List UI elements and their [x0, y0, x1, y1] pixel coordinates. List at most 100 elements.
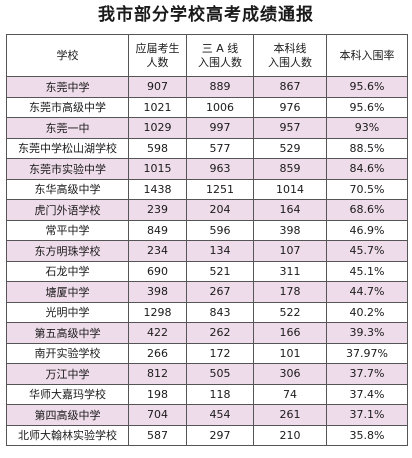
- cell-candidates: 704: [128, 404, 187, 426]
- cell-school: 光明中学: [6, 301, 129, 323]
- cell-tier3a: 297: [186, 424, 254, 446]
- header-rate: 本科入围率: [326, 34, 408, 77]
- table-row: 第五高级中学 422 262 166 39.3%: [6, 322, 408, 344]
- cell-rate: 95.6%: [326, 96, 408, 118]
- cell-tier3a: 262: [186, 322, 254, 344]
- cell-tier3a: 889: [186, 76, 254, 98]
- cell-school: 南开实验学校: [6, 342, 129, 364]
- table-row: 东莞市实验中学 1015 963 859 84.6%: [6, 158, 408, 180]
- cell-rate: 39.3%: [326, 322, 408, 344]
- cell-rate: 45.7%: [326, 240, 408, 262]
- table-row: 东华高级中学 1438 1251 1014 70.5%: [6, 178, 408, 200]
- table-row: 第四高级中学 704 454 261 37.1%: [6, 404, 408, 426]
- cell-tier3a: 172: [186, 342, 254, 364]
- cell-rate: 70.5%: [326, 178, 408, 200]
- header-tier3a: 三 A 线 入围人数: [186, 34, 254, 77]
- header-school: 学校: [6, 34, 129, 77]
- cell-undergrad: 107: [253, 240, 327, 262]
- cell-candidates: 1438: [128, 178, 187, 200]
- cell-undergrad: 529: [253, 137, 327, 159]
- cell-rate: 95.6%: [326, 76, 408, 98]
- cell-rate: 45.1%: [326, 260, 408, 282]
- cell-undergrad: 178: [253, 281, 327, 303]
- cell-school: 东莞中学松山湖学校: [6, 137, 129, 159]
- cell-rate: 93%: [326, 117, 408, 139]
- cell-rate: 68.6%: [326, 199, 408, 221]
- table-row: 东莞市高级中学 1021 1006 976 95.6%: [6, 96, 408, 118]
- cell-undergrad: 210: [253, 424, 327, 446]
- cell-tier3a: 1006: [186, 96, 254, 118]
- cell-school: 东莞市实验中学: [6, 158, 129, 180]
- cell-undergrad: 74: [253, 383, 327, 405]
- cell-undergrad: 101: [253, 342, 327, 364]
- table-header-row: 学校 应届考生 人数 三 A 线 入围人数 本科线 入围人数 本科入围率: [6, 34, 408, 77]
- cell-tier3a: 505: [186, 363, 254, 385]
- cell-tier3a: 596: [186, 219, 254, 241]
- cell-school: 东华高级中学: [6, 178, 129, 200]
- cell-rate: 40.2%: [326, 301, 408, 323]
- cell-tier3a: 521: [186, 260, 254, 282]
- cell-candidates: 907: [128, 76, 187, 98]
- cell-school: 万江中学: [6, 363, 129, 385]
- table-row: 常平中学 849 596 398 46.9%: [6, 219, 408, 241]
- cell-undergrad: 522: [253, 301, 327, 323]
- cell-tier3a: 1251: [186, 178, 254, 200]
- cell-school: 第四高级中学: [6, 404, 129, 426]
- cell-undergrad: 398: [253, 219, 327, 241]
- table-row: 光明中学 1298 843 522 40.2%: [6, 301, 408, 323]
- header-undergrad: 本科线 入围人数: [253, 34, 327, 77]
- cell-candidates: 1015: [128, 158, 187, 180]
- cell-tier3a: 843: [186, 301, 254, 323]
- cell-school: 华师大嘉玛学校: [6, 383, 129, 405]
- cell-rate: 37.4%: [326, 383, 408, 405]
- table-row: 塘厦中学 398 267 178 44.7%: [6, 281, 408, 303]
- cell-tier3a: 577: [186, 137, 254, 159]
- cell-school: 第五高级中学: [6, 322, 129, 344]
- cell-candidates: 849: [128, 219, 187, 241]
- scores-table: 学校 应届考生 人数 三 A 线 入围人数 本科线 入围人数 本科入围率 东莞中…: [6, 34, 408, 446]
- cell-candidates: 812: [128, 363, 187, 385]
- cell-school: 虎门外语学校: [6, 199, 129, 221]
- cell-candidates: 690: [128, 260, 187, 282]
- cell-school: 常平中学: [6, 219, 129, 241]
- cell-candidates: 1298: [128, 301, 187, 323]
- cell-tier3a: 454: [186, 404, 254, 426]
- cell-rate: 37.1%: [326, 404, 408, 426]
- table-row: 东莞一中 1029 997 957 93%: [6, 117, 408, 139]
- header-candidates: 应届考生 人数: [128, 34, 187, 77]
- cell-school: 东方明珠学校: [6, 240, 129, 262]
- cell-candidates: 1021: [128, 96, 187, 118]
- cell-undergrad: 957: [253, 117, 327, 139]
- cell-rate: 35.8%: [326, 424, 408, 446]
- cell-school: 北师大翰林实验学校: [6, 424, 129, 446]
- cell-candidates: 266: [128, 342, 187, 364]
- table-row: 东莞中学 907 889 867 95.6%: [6, 76, 408, 98]
- cell-candidates: 234: [128, 240, 187, 262]
- cell-undergrad: 166: [253, 322, 327, 344]
- cell-candidates: 422: [128, 322, 187, 344]
- table-row: 南开实验学校 266 172 101 37.97%: [6, 342, 408, 364]
- cell-candidates: 198: [128, 383, 187, 405]
- page-title: 我市部分学校高考成绩通报: [98, 5, 314, 25]
- cell-undergrad: 1014: [253, 178, 327, 200]
- table-row: 万江中学 812 505 306 37.7%: [6, 363, 408, 385]
- table-row: 石龙中学 690 521 311 45.1%: [6, 260, 408, 282]
- cell-school: 塘厦中学: [6, 281, 129, 303]
- table-row: 东方明珠学校 234 134 107 45.7%: [6, 240, 408, 262]
- cell-undergrad: 867: [253, 76, 327, 98]
- cell-rate: 44.7%: [326, 281, 408, 303]
- cell-rate: 37.7%: [326, 363, 408, 385]
- cell-candidates: 598: [128, 137, 187, 159]
- cell-rate: 88.5%: [326, 137, 408, 159]
- cell-school: 东莞中学: [6, 76, 129, 98]
- cell-undergrad: 306: [253, 363, 327, 385]
- cell-school: 东莞市高级中学: [6, 96, 129, 118]
- table-row: 华师大嘉玛学校 198 118 74 37.4%: [6, 383, 408, 405]
- cell-rate: 46.9%: [326, 219, 408, 241]
- cell-undergrad: 859: [253, 158, 327, 180]
- cell-tier3a: 204: [186, 199, 254, 221]
- cell-tier3a: 134: [186, 240, 254, 262]
- cell-candidates: 587: [128, 424, 187, 446]
- cell-tier3a: 963: [186, 158, 254, 180]
- cell-tier3a: 118: [186, 383, 254, 405]
